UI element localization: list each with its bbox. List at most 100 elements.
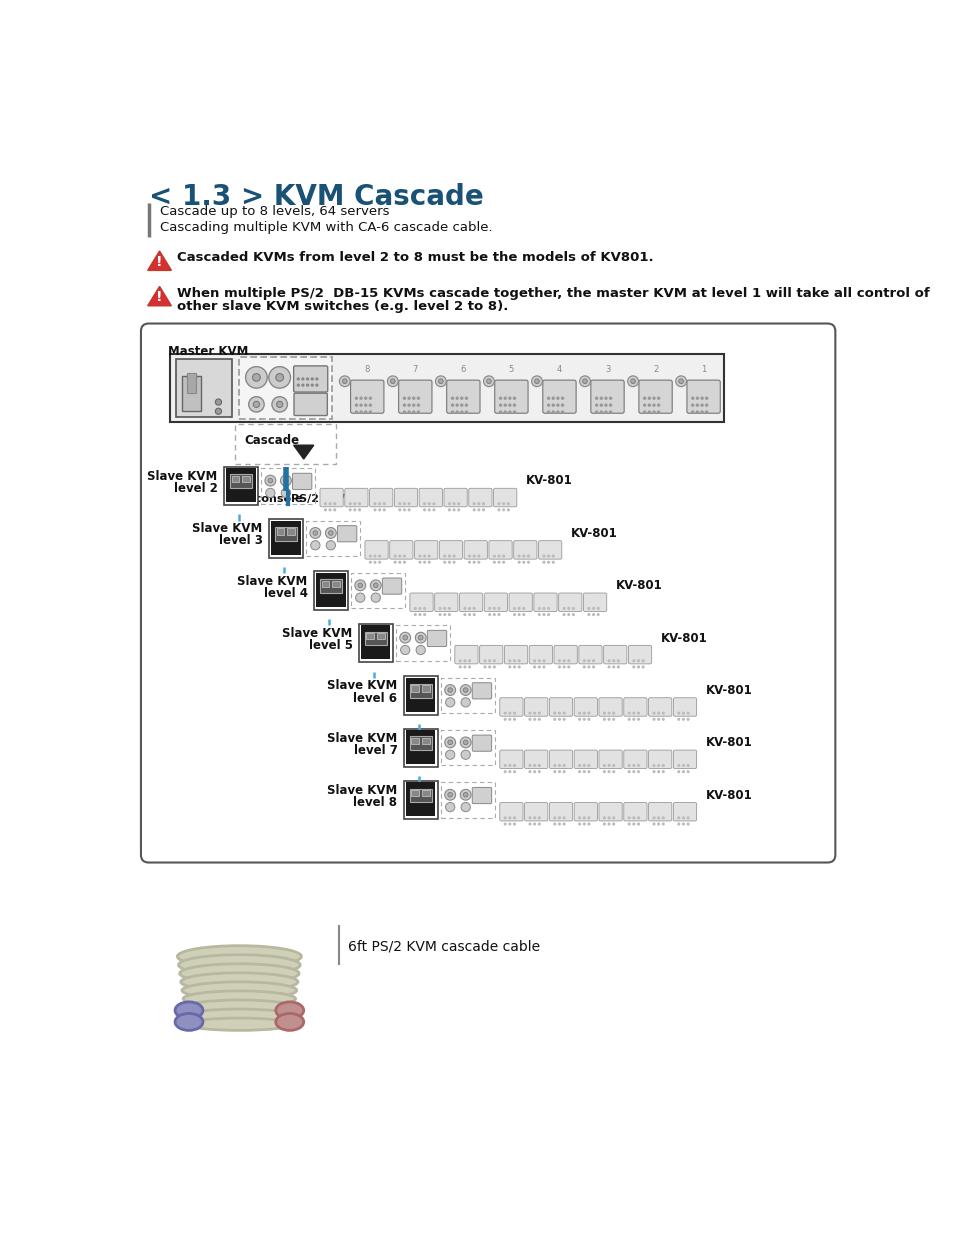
- Circle shape: [504, 771, 505, 773]
- Circle shape: [369, 411, 371, 413]
- Circle shape: [215, 408, 221, 414]
- Circle shape: [534, 824, 535, 825]
- Circle shape: [245, 366, 267, 388]
- Circle shape: [686, 817, 688, 819]
- Circle shape: [700, 397, 702, 399]
- FancyBboxPatch shape: [529, 645, 552, 663]
- FancyBboxPatch shape: [439, 540, 462, 559]
- Circle shape: [612, 666, 614, 668]
- Circle shape: [537, 771, 539, 773]
- Circle shape: [428, 561, 430, 563]
- Circle shape: [534, 719, 535, 720]
- Circle shape: [643, 411, 645, 413]
- Circle shape: [509, 817, 510, 819]
- Circle shape: [398, 555, 400, 557]
- Circle shape: [374, 555, 375, 557]
- Circle shape: [400, 645, 410, 655]
- Circle shape: [473, 509, 475, 510]
- Circle shape: [652, 411, 655, 413]
- Bar: [403, 676, 437, 715]
- Ellipse shape: [275, 1014, 303, 1031]
- Circle shape: [583, 764, 584, 767]
- Text: 7: 7: [413, 365, 417, 374]
- Circle shape: [534, 666, 535, 668]
- FancyBboxPatch shape: [294, 366, 328, 392]
- Circle shape: [562, 824, 564, 825]
- Circle shape: [504, 719, 505, 720]
- Circle shape: [513, 666, 515, 668]
- Circle shape: [603, 764, 604, 767]
- Circle shape: [554, 817, 555, 819]
- Circle shape: [504, 411, 506, 413]
- Circle shape: [509, 764, 510, 767]
- Text: Cascade: Cascade: [245, 434, 299, 448]
- Circle shape: [378, 555, 380, 557]
- Circle shape: [682, 719, 683, 720]
- Circle shape: [595, 404, 597, 406]
- FancyBboxPatch shape: [598, 803, 621, 821]
- Circle shape: [630, 379, 635, 383]
- Circle shape: [438, 614, 440, 615]
- Circle shape: [592, 608, 594, 609]
- Circle shape: [369, 404, 371, 406]
- Circle shape: [609, 397, 611, 399]
- Circle shape: [473, 561, 475, 563]
- Circle shape: [329, 503, 331, 504]
- Text: PS/2 & VGA: PS/2 & VGA: [291, 493, 362, 504]
- Circle shape: [554, 719, 555, 720]
- Circle shape: [447, 688, 452, 693]
- Circle shape: [463, 608, 465, 609]
- Circle shape: [499, 404, 501, 406]
- FancyBboxPatch shape: [639, 380, 672, 413]
- Text: KV-801: KV-801: [705, 789, 752, 801]
- FancyBboxPatch shape: [578, 645, 601, 663]
- Circle shape: [508, 397, 510, 399]
- Circle shape: [394, 555, 395, 557]
- FancyBboxPatch shape: [337, 525, 356, 541]
- FancyBboxPatch shape: [598, 750, 621, 768]
- Ellipse shape: [185, 1009, 293, 1022]
- Circle shape: [468, 561, 470, 563]
- Circle shape: [383, 503, 385, 504]
- FancyBboxPatch shape: [319, 488, 343, 507]
- Circle shape: [637, 713, 639, 714]
- Circle shape: [587, 713, 589, 714]
- Circle shape: [595, 397, 597, 399]
- Circle shape: [633, 719, 634, 720]
- Circle shape: [339, 376, 350, 387]
- Bar: [422, 686, 430, 692]
- Circle shape: [522, 608, 524, 609]
- Circle shape: [364, 397, 366, 399]
- Circle shape: [329, 509, 331, 510]
- Circle shape: [484, 666, 485, 668]
- Circle shape: [354, 503, 355, 504]
- Circle shape: [355, 593, 365, 602]
- Circle shape: [633, 660, 634, 662]
- Circle shape: [627, 376, 638, 387]
- Circle shape: [357, 583, 362, 588]
- Circle shape: [460, 750, 470, 760]
- Circle shape: [457, 509, 459, 510]
- Bar: [410, 736, 431, 750]
- Circle shape: [509, 771, 510, 773]
- Circle shape: [445, 698, 455, 707]
- Circle shape: [696, 404, 698, 406]
- Circle shape: [542, 608, 544, 609]
- FancyBboxPatch shape: [493, 488, 517, 507]
- Circle shape: [558, 719, 559, 720]
- Circle shape: [686, 713, 688, 714]
- Circle shape: [557, 397, 558, 399]
- Text: 4: 4: [557, 365, 561, 374]
- FancyBboxPatch shape: [369, 488, 393, 507]
- Circle shape: [657, 411, 659, 413]
- Circle shape: [653, 817, 654, 819]
- FancyBboxPatch shape: [472, 788, 491, 804]
- Circle shape: [562, 817, 564, 819]
- FancyBboxPatch shape: [472, 735, 491, 751]
- Circle shape: [403, 404, 405, 406]
- Circle shape: [529, 771, 530, 773]
- Circle shape: [552, 397, 554, 399]
- Circle shape: [648, 404, 650, 406]
- Circle shape: [423, 614, 425, 615]
- Circle shape: [554, 771, 555, 773]
